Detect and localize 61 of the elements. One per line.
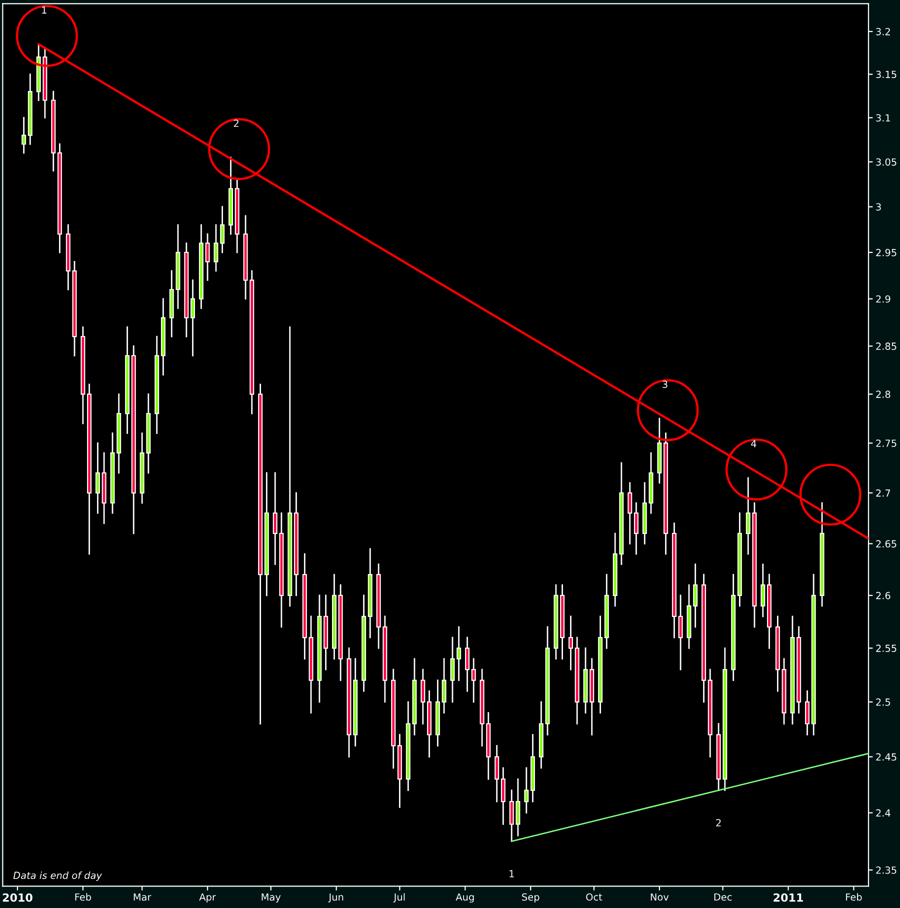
x-tick-label: Mar: [134, 893, 152, 901]
candlestick: [760, 564, 766, 618]
x-tick-label: Feb: [846, 893, 862, 901]
candlestick: [420, 668, 426, 724]
x-tick-label: 2011: [774, 893, 803, 902]
x-tick-label: Jul: [393, 893, 405, 902]
candlestick: [220, 206, 225, 254]
candlestick: [465, 636, 470, 692]
candlestick: [494, 745, 500, 802]
candlestick: [678, 594, 683, 670]
y-tick-label: 2.65: [876, 540, 896, 548]
x-tick-label: Feb: [75, 893, 92, 901]
y-tick-label: 3.15: [876, 70, 896, 78]
candlestick: [190, 279, 195, 356]
x-tick-label: May: [262, 893, 281, 903]
candlestick: [214, 224, 218, 272]
candlestick: [22, 117, 26, 154]
annotation: 3: [662, 380, 668, 388]
y-tick-label: 2.45: [876, 753, 896, 761]
x-tick-label: Sep: [522, 893, 540, 903]
y-tick-label: 3.2: [876, 28, 890, 36]
y-tick-label: 2.95: [876, 248, 896, 256]
x-tick-label: Jun: [328, 893, 344, 902]
x-tick-label: Aug: [456, 893, 474, 903]
candlestick: [471, 658, 476, 703]
candlestick: [693, 564, 698, 628]
annotation: 4: [751, 440, 756, 448]
x-tick-label: 2010: [2, 893, 32, 902]
y-tick-label: 2.9: [876, 295, 890, 303]
candlestick: [628, 482, 632, 544]
candlestick: [95, 442, 100, 514]
annotation: 2: [234, 120, 238, 127]
annotation: 1: [510, 870, 514, 878]
y-tick-label: 3.1: [876, 114, 890, 122]
y-tick-label: 2.35: [876, 866, 896, 874]
x-tick-label: Apr: [199, 893, 216, 903]
annotation: 2: [716, 819, 721, 826]
candlestick: [456, 626, 462, 681]
x-tick-label: Dec: [714, 893, 732, 901]
y-tick-label: 2.4: [876, 809, 890, 816]
x-tick-label: Nov: [650, 893, 669, 901]
candlestick: [442, 658, 446, 714]
candlestick: [450, 636, 455, 703]
annotation: Data is end of day: [13, 872, 102, 881]
y-tick-label: 2.7: [876, 489, 890, 497]
candlestick: [205, 233, 210, 281]
candlestick: [524, 767, 529, 814]
y-tick-label: 2.8: [876, 390, 890, 398]
y-tick-label: 2.6: [876, 592, 890, 600]
y-tick-label: 3: [876, 203, 881, 211]
y-tick-label: 2.55: [876, 644, 896, 652]
candlestick: [568, 616, 573, 670]
candlestick: [634, 502, 638, 555]
x-tick-label: Oct: [586, 893, 602, 901]
y-tick-label: 2.85: [876, 342, 896, 350]
y-tick-label: 2.5: [876, 698, 890, 706]
annotation: 1: [42, 6, 46, 14]
candlestick: [500, 767, 506, 825]
candlestick: [805, 690, 810, 736]
y-tick-label: 2.75: [876, 440, 896, 447]
y-tick-label: 3.05: [876, 158, 896, 166]
